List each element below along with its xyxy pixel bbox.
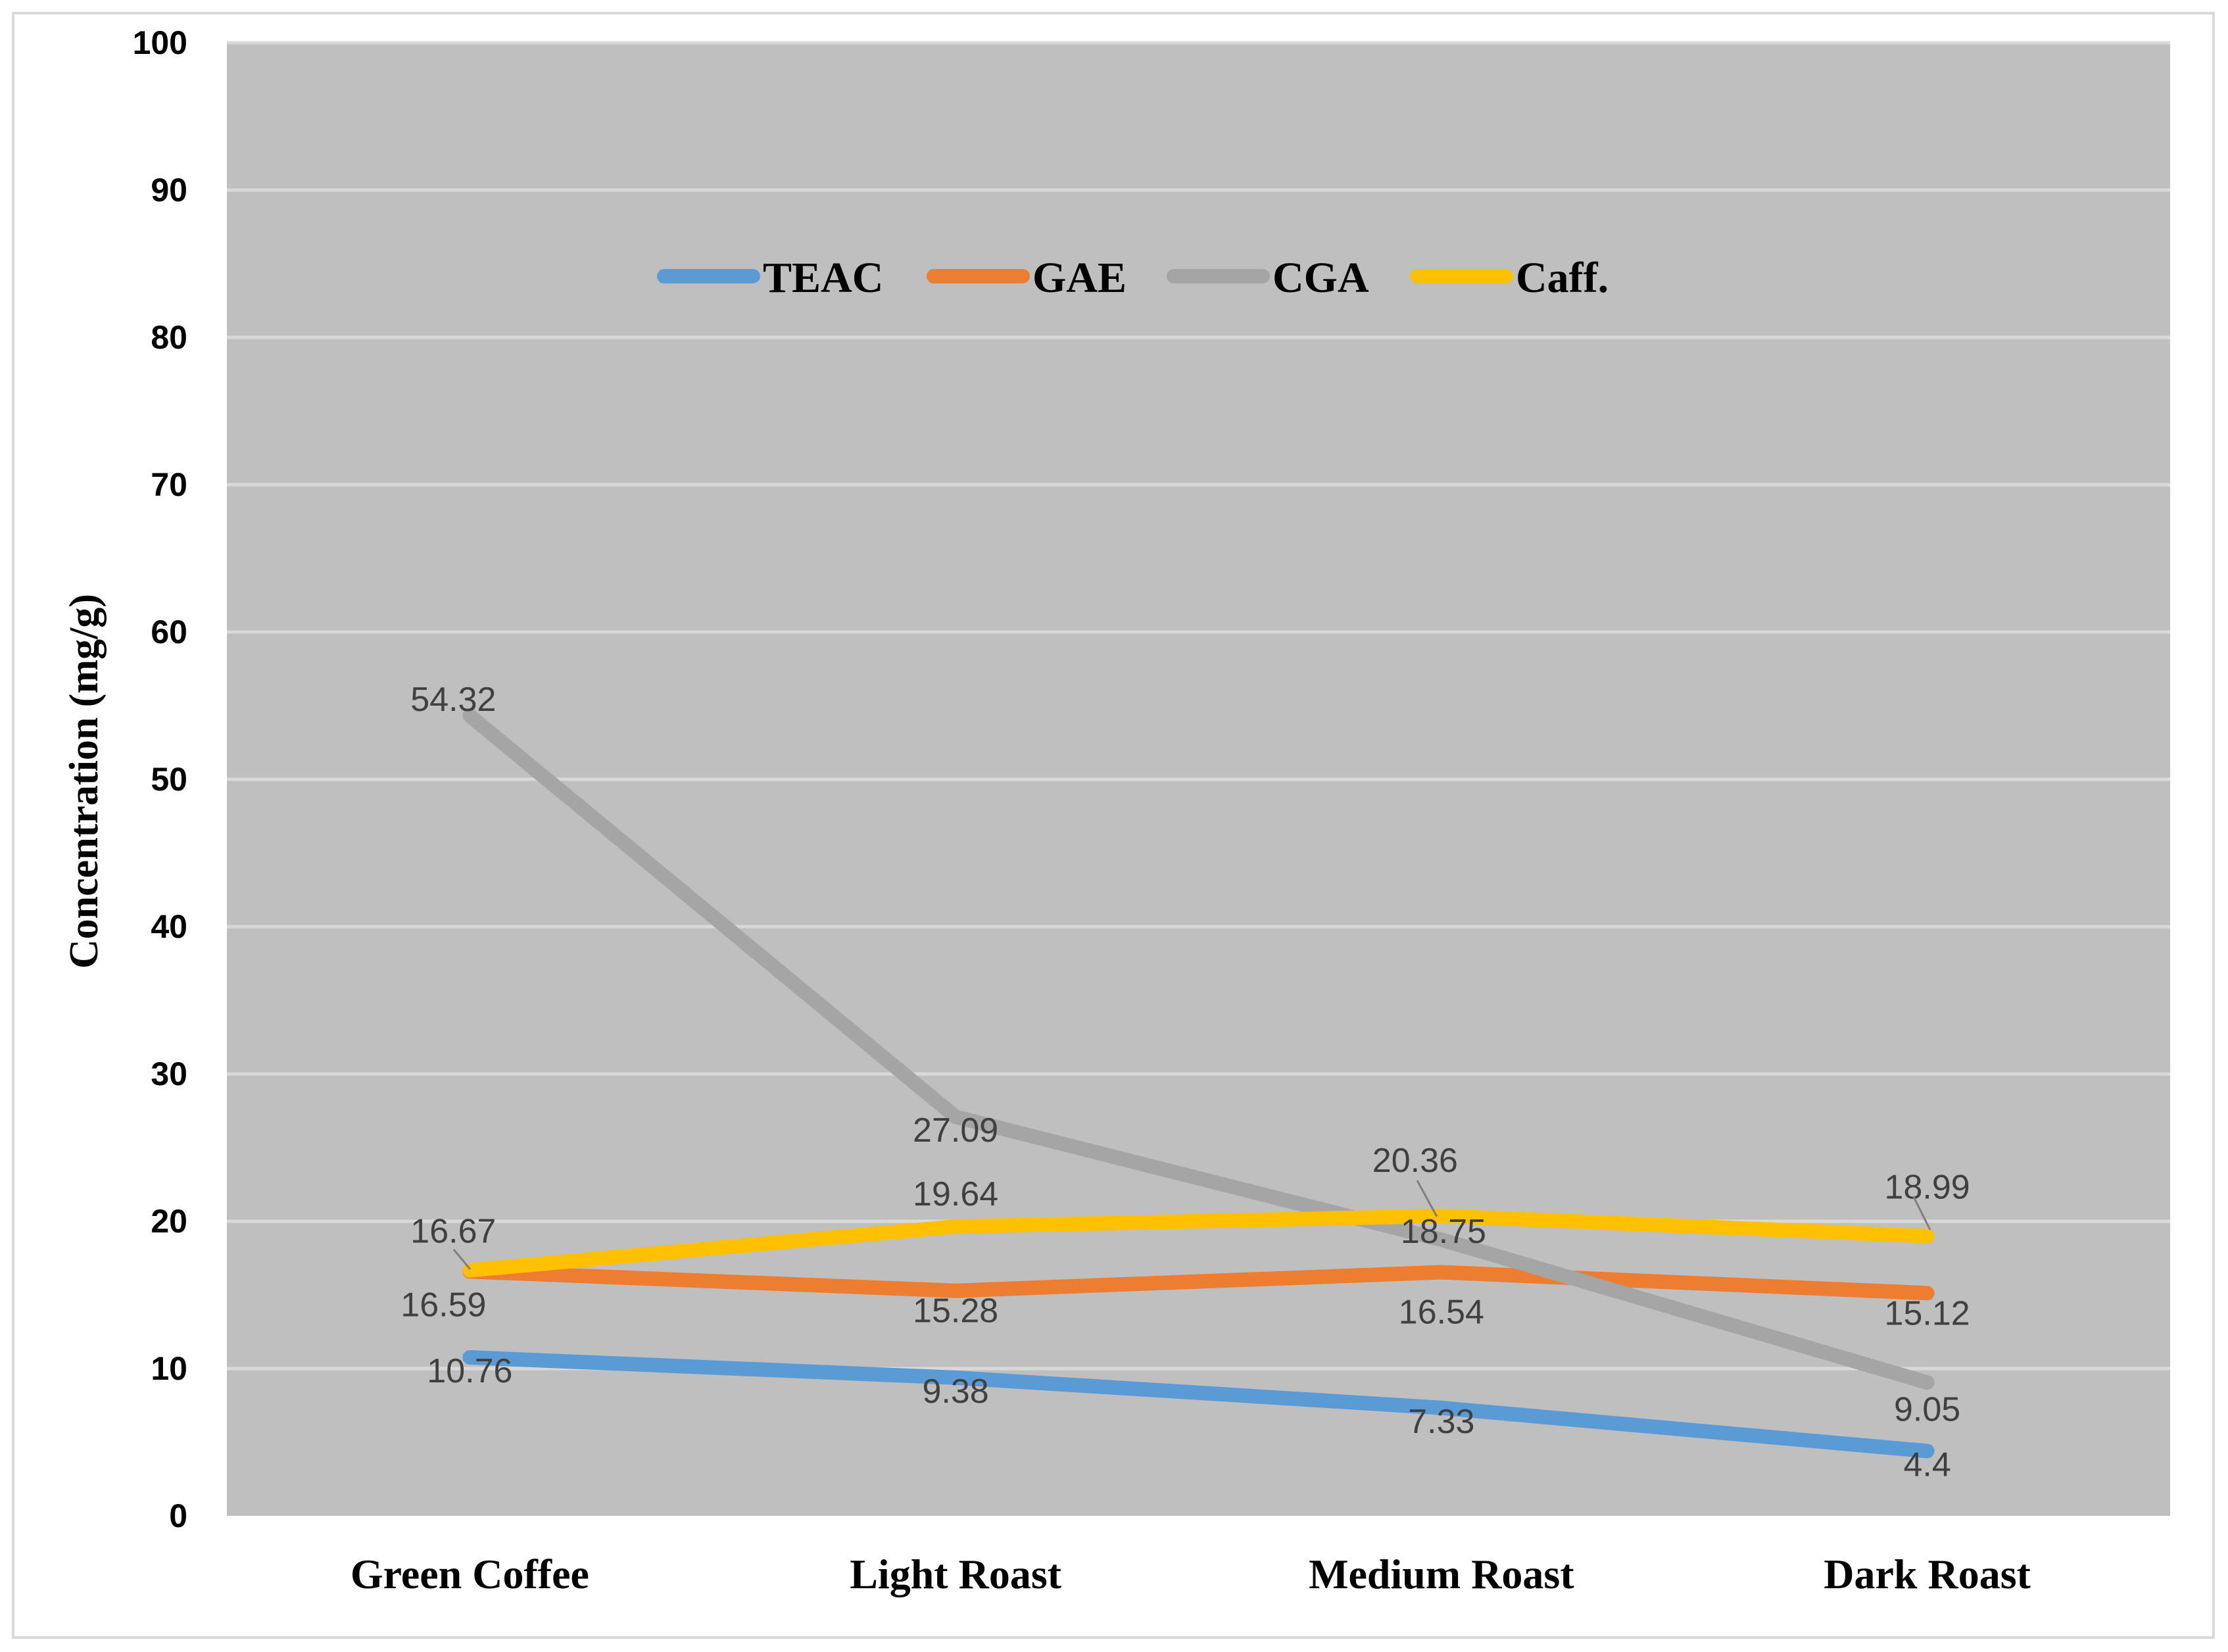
data-label: 18.75 [1401, 1213, 1486, 1251]
legend-label: CGA [1272, 254, 1369, 302]
data-label: 9.38 [923, 1373, 989, 1411]
legend-label: TEAC [763, 254, 883, 302]
series-lines [462, 708, 1935, 1459]
series-line-caff [462, 1208, 1935, 1278]
y-axis-ticks: 0 10 20 30 40 50 60 70 80 90 100 [133, 24, 187, 1534]
leader-line [452, 1249, 472, 1270]
data-label: 9.05 [1894, 1390, 1960, 1428]
data-label: 20.36 [1372, 1142, 1458, 1180]
data-label: 15.28 [913, 1292, 998, 1330]
x-tick-label: Dark Roast [1824, 1551, 2031, 1597]
data-label: 4.4 [1903, 1446, 1950, 1484]
x-tick-label: Light Roast [850, 1551, 1062, 1597]
data-label: 54.32 [410, 681, 496, 719]
x-axis-ticks: Green Coffee Light Roast Medium Roast Dark … [351, 1551, 2031, 1597]
y-tick-label: 80 [151, 319, 187, 356]
y-tick-label: 100 [133, 24, 187, 61]
series-line-cga [462, 708, 1935, 1390]
y-tick-label: 40 [151, 908, 187, 945]
x-tick-label: Medium Roast [1309, 1551, 1574, 1597]
y-tick-label: 70 [151, 466, 187, 503]
data-label: 16.54 [1399, 1294, 1484, 1332]
y-tick-label: 60 [151, 614, 187, 650]
leader-line [1416, 1180, 1438, 1217]
y-tick-label: 20 [151, 1203, 187, 1240]
gridlines [227, 41, 2170, 1371]
data-label: 15.12 [1885, 1294, 1970, 1332]
data-label: 10.76 [427, 1352, 512, 1390]
legend-label: Caff. [1516, 254, 1609, 302]
series-line-teac [462, 1349, 1935, 1459]
data-label: 16.67 [410, 1213, 496, 1251]
y-tick-label: 10 [151, 1350, 187, 1387]
y-tick-label: 0 [169, 1497, 187, 1534]
x-tick-label: Green Coffee [351, 1551, 589, 1597]
data-labels: 10.76 9.38 7.33 4.4 16.59 15.28 16.54 15.12 54.3… [400, 681, 1970, 1484]
data-label: 16.59 [400, 1286, 486, 1324]
y-axis-label: Concentration (mg/g) [62, 594, 107, 969]
data-label: 18.99 [1885, 1169, 1970, 1207]
data-label: 19.64 [913, 1175, 998, 1213]
legend: TEAC GAE CGA Caff. [657, 254, 1609, 302]
data-label: 27.09 [913, 1111, 998, 1150]
data-label: 7.33 [1408, 1403, 1474, 1441]
y-tick-label: 90 [151, 172, 187, 208]
y-tick-label: 50 [151, 761, 187, 798]
y-tick-label: 30 [151, 1056, 187, 1092]
series-line-gae [462, 1264, 1935, 1301]
legend-label: GAE [1032, 254, 1126, 302]
leader-line [1912, 1196, 1931, 1230]
